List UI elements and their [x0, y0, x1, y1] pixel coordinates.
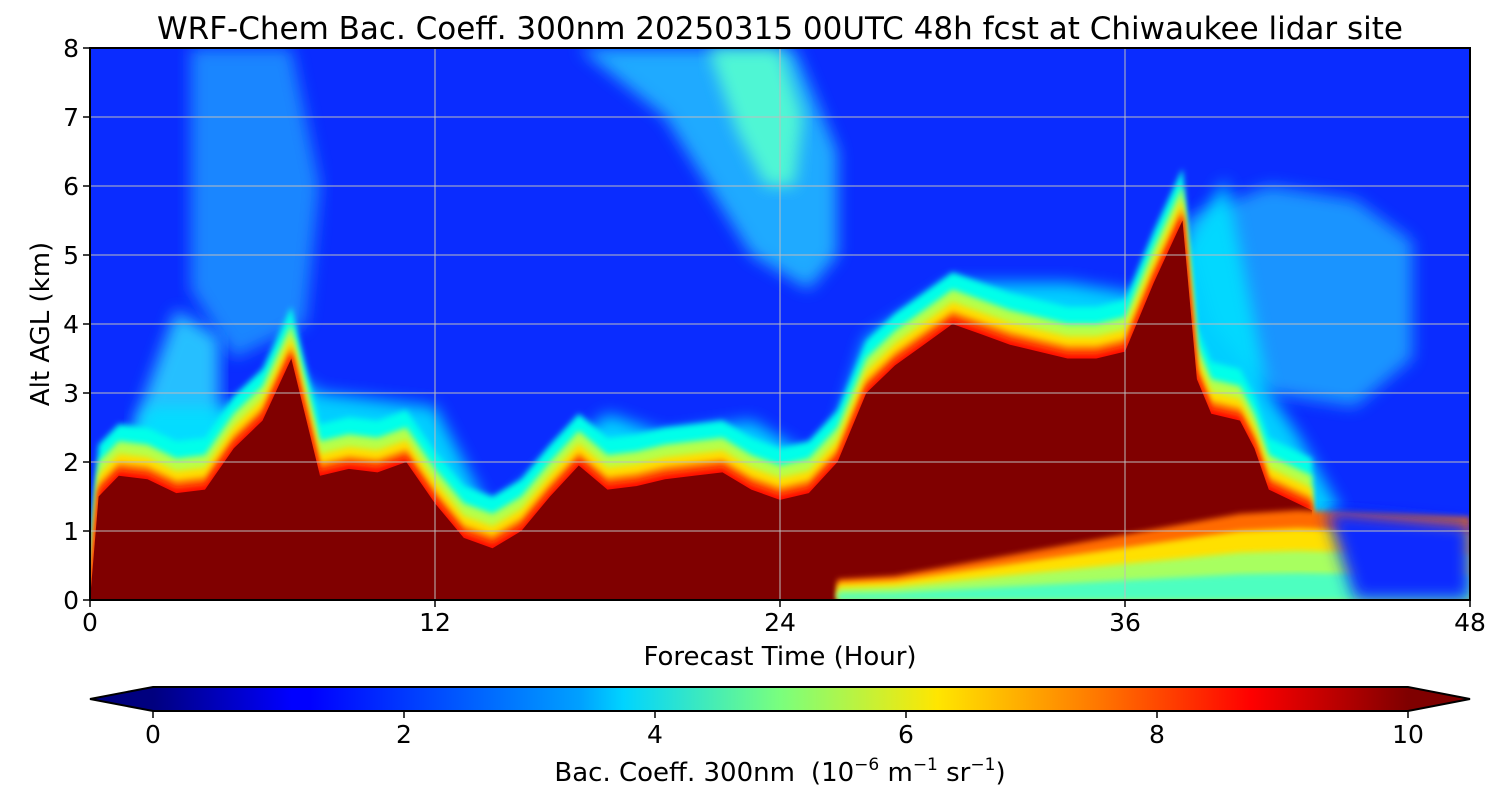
- colorbar-tick-label: 2: [396, 720, 412, 749]
- y-tick-label: 6: [63, 172, 79, 201]
- y-tick-label: 7: [63, 103, 79, 132]
- y-tick-label: 2: [63, 448, 79, 477]
- colorbar-tick-label: 6: [898, 720, 914, 749]
- colorbar-extend-min: [90, 687, 153, 711]
- y-tick-label: 8: [63, 34, 79, 63]
- backscatter-field: [90, 48, 1470, 600]
- colorbar-units-prefix: (10: [811, 758, 854, 788]
- x-tick-label: 36: [1109, 608, 1141, 637]
- plot-area: [90, 48, 1470, 600]
- colorbar-units-mid2: sr: [938, 758, 971, 788]
- x-tick-label: 48: [1454, 608, 1486, 637]
- colorbar-ticks: 0 2 4 6 8 10: [145, 711, 1424, 749]
- y-tick-label: 4: [63, 310, 79, 339]
- x-axis-label: Forecast Time (Hour): [643, 642, 916, 672]
- colorbar-extend-max: [1408, 687, 1470, 711]
- low-layer-cyan: [837, 573, 1470, 600]
- colorbar-label: Bac. Coeff. 300nm (10−6 m−1 sr−1): [554, 755, 1005, 788]
- colorbar-tick-label: 10: [1392, 720, 1424, 749]
- y-axis-ticks: 0 1 2 3 4 5 6 7 8: [63, 34, 90, 615]
- y-tick-label: 5: [63, 241, 79, 270]
- colorbar-tick-label: 8: [1149, 720, 1165, 749]
- x-axis-ticks: 0 12 24 36 48: [82, 600, 1486, 637]
- colorbar-tick-label: 0: [145, 720, 161, 749]
- colorbar-label-name: Bac. Coeff. 300nm: [554, 758, 795, 788]
- x-tick-label: 24: [764, 608, 796, 637]
- right-clean-air: [1326, 510, 1470, 600]
- layer-band-maroon: [90, 220, 1312, 600]
- colorbar-tick-label: 4: [647, 720, 663, 749]
- plume-left-upper: [190, 48, 320, 359]
- y-tick-label: 1: [63, 517, 79, 546]
- colorbar-gradient: [153, 687, 1408, 711]
- colorbar-units-suffix: ): [995, 758, 1005, 788]
- x-tick-label: 12: [419, 608, 451, 637]
- x-tick-label: 0: [82, 608, 98, 637]
- y-tick-label: 0: [63, 586, 79, 615]
- colorbar-units-exp2: −1: [913, 755, 938, 775]
- chart-title: WRF-Chem Bac. Coeff. 300nm 20250315 00UT…: [157, 11, 1403, 47]
- colorbar-units-exp1: −6: [854, 755, 879, 775]
- colorbar-units-exp3: −1: [970, 755, 995, 775]
- grid-lines: [90, 48, 1470, 600]
- y-tick-label: 3: [63, 379, 79, 408]
- colorbar: 0 2 4 6 8 10 Bac. Coeff. 300nm (10−6 m−1 sr−1): [89, 686, 1471, 788]
- colorbar-units-mid: m: [879, 758, 913, 788]
- y-axis-label: Alt AGL (km): [26, 242, 56, 406]
